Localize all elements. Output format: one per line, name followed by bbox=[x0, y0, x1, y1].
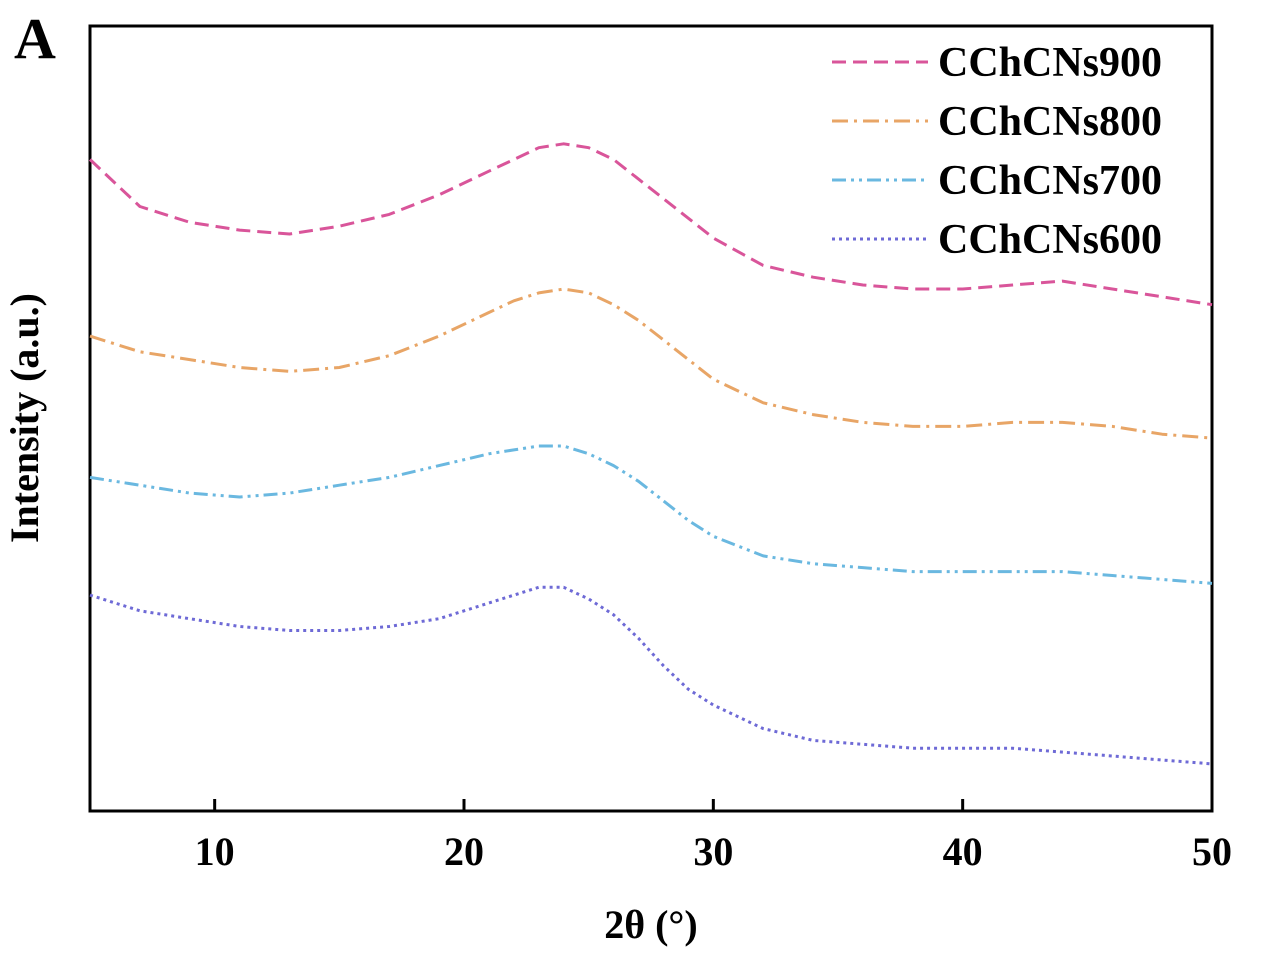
x-tick-label-30: 30 bbox=[693, 829, 733, 874]
series-line-CChCNs600 bbox=[89, 585, 1213, 766]
series-line-CChCNs800 bbox=[89, 287, 1213, 440]
legend-label-CChCNs700: CChCNs700 bbox=[938, 158, 1162, 204]
y-axis-title: Intensity (a.u.) bbox=[2, 293, 47, 543]
panel-label: A bbox=[14, 6, 56, 71]
series-line-CChCNs900 bbox=[88, 142, 1213, 307]
x-tick-label-50: 50 bbox=[1192, 829, 1232, 874]
legend-item-CChCNs600: CChCNs600 bbox=[832, 217, 1162, 263]
legend-item-CChCNs700: CChCNs700 bbox=[832, 158, 1162, 204]
legend-label-CChCNs600: CChCNs600 bbox=[938, 217, 1162, 263]
legend-item-CChCNs900: CChCNs900 bbox=[832, 40, 1162, 86]
x-tick-label-20: 20 bbox=[444, 829, 484, 874]
x-axis-title: 2θ (°) bbox=[604, 902, 698, 947]
plot-frame bbox=[88, 24, 1214, 813]
x-tick-label-10: 10 bbox=[195, 829, 235, 874]
legend-label-CChCNs900: CChCNs900 bbox=[938, 40, 1162, 86]
series-line-CChCNs700 bbox=[89, 444, 1213, 585]
series-layer bbox=[88, 142, 1213, 766]
x-axis-ticks: 10 20 30 40 50 bbox=[195, 799, 1232, 874]
legend: CChCNs900 CChCNs800 CChCNs700 CChCNs600 bbox=[832, 40, 1162, 263]
legend-label-CChCNs800: CChCNs800 bbox=[938, 99, 1162, 145]
x-tick-label-40: 40 bbox=[943, 829, 983, 874]
legend-item-CChCNs800: CChCNs800 bbox=[832, 99, 1162, 145]
